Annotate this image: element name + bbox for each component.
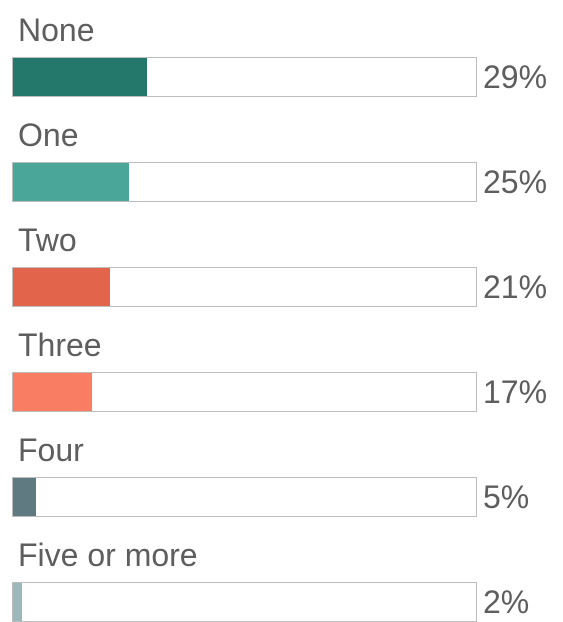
- value-label: 25%: [483, 164, 548, 200]
- bar: [13, 373, 92, 411]
- bar-track: [12, 372, 477, 412]
- bar-track: [12, 582, 477, 622]
- bar-track: [12, 162, 477, 202]
- bar: [13, 58, 147, 96]
- value-label: 17%: [483, 374, 548, 410]
- bar-track: [12, 57, 477, 97]
- value-label: 29%: [483, 59, 548, 95]
- category-label: One: [18, 117, 79, 153]
- value-label: 21%: [483, 269, 548, 305]
- bar: [13, 478, 37, 516]
- category-label: Five or more: [18, 537, 198, 573]
- bar: [13, 268, 111, 306]
- value-label: 5%: [483, 479, 530, 515]
- bar-track: [12, 267, 477, 307]
- category-label: Two: [18, 222, 77, 258]
- bar: [13, 163, 129, 201]
- category-label: Three: [18, 327, 102, 363]
- category-label: None: [18, 12, 95, 48]
- bar: [13, 583, 23, 621]
- value-label: 2%: [483, 584, 530, 620]
- bar-track: [12, 477, 477, 517]
- category-label: Four: [18, 432, 84, 468]
